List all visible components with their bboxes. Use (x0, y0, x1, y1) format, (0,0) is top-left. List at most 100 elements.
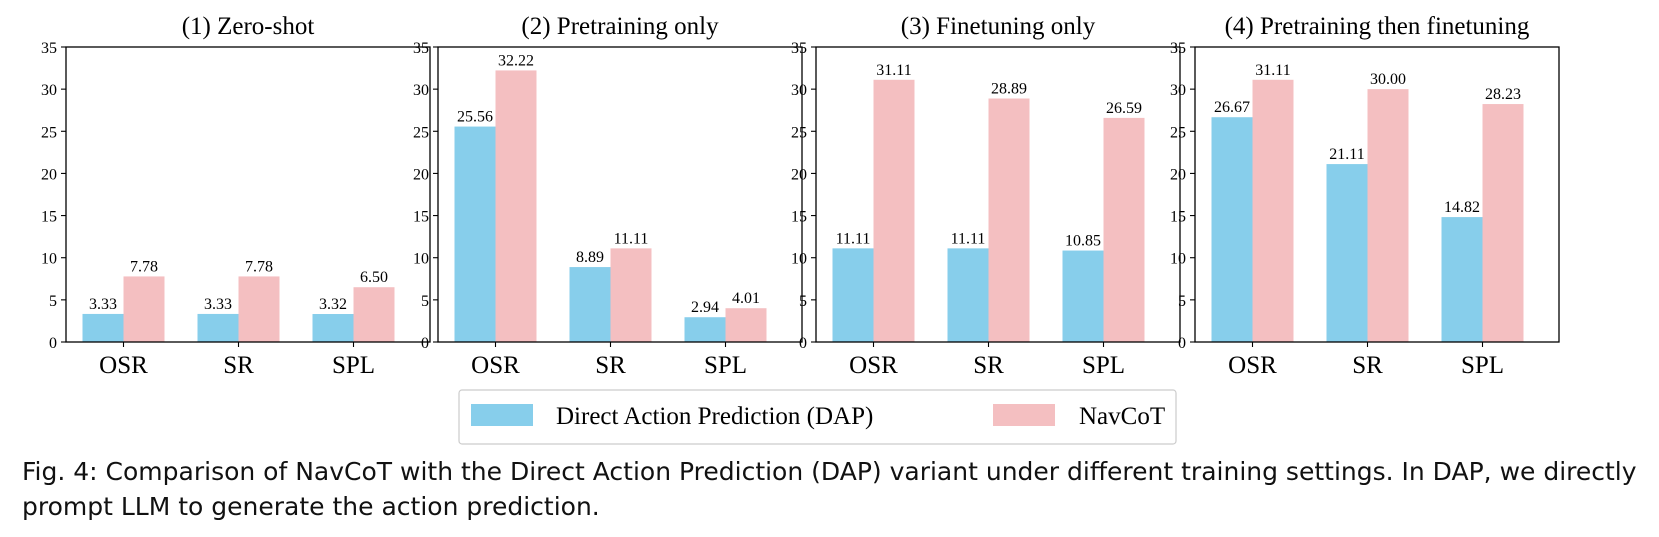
data-label-navcot-spl: 26.59 (1106, 100, 1142, 117)
data-label-navcot-osr: 32.22 (498, 52, 534, 69)
data-label-dap-osr: 25.56 (457, 109, 493, 126)
bar-navcot-sr (610, 248, 652, 342)
x-tick-label-spl: SPL (704, 352, 747, 379)
y-tick-label: 5 (799, 293, 807, 310)
data-label-dap-sr: 11.11 (951, 230, 986, 247)
bar-dap-sr (569, 267, 611, 342)
x-tick-label-sr: SR (973, 352, 1004, 379)
bar-navcot-sr (1367, 89, 1409, 343)
bar-navcot-osr (495, 70, 537, 342)
data-label-dap-sr: 8.89 (576, 249, 604, 266)
data-label-navcot-spl: 6.50 (360, 269, 388, 286)
bar-navcot-osr (873, 79, 915, 342)
data-label-navcot-sr: 11.11 (614, 230, 649, 247)
y-tick-label: 0 (1178, 335, 1186, 352)
bar-dap-sr (197, 313, 239, 342)
x-tick-label-sr: SR (223, 352, 254, 379)
bar-dap-spl (1441, 217, 1483, 342)
y-tick-label: 5 (1178, 293, 1186, 310)
y-tick-label: 30 (1170, 82, 1186, 99)
x-tick-label-osr: OSR (849, 352, 898, 379)
data-label-navcot-sr: 28.89 (991, 80, 1027, 97)
bar-dap-sr (947, 248, 989, 342)
data-label-navcot-sr: 30.00 (1370, 71, 1406, 88)
legend-label-navcot: NavCoT (1079, 403, 1165, 430)
y-tick-label: 0 (421, 335, 429, 352)
plot-frame (1194, 46, 1560, 343)
panel-title-2: (2) Pretraining only (521, 13, 719, 40)
bar-navcot-spl (353, 287, 395, 342)
x-tick-label-spl: SPL (1461, 352, 1504, 379)
y-tick-label: 15 (1170, 209, 1186, 226)
data-label-navcot-osr: 7.78 (130, 258, 158, 275)
y-tick-label: 35 (41, 40, 57, 57)
bar-navcot-spl (1482, 104, 1524, 342)
panel-title-1: (1) Zero-shot (182, 13, 315, 40)
y-tick-label: 35 (1170, 40, 1186, 57)
x-tick-label-osr: OSR (471, 352, 520, 379)
data-label-dap-sr: 21.11 (1329, 146, 1364, 163)
data-label-dap-osr: 11.11 (836, 230, 871, 247)
x-tick-label-sr: SR (1352, 352, 1383, 379)
chart-panel-2: (2) Pretraining only 0 5 10 15 20 25 30 35 25.56 3… (413, 13, 803, 379)
legend: Direct Action Prediction (DAP) NavCoT (458, 389, 1177, 445)
y-tick-label: 20 (413, 166, 429, 183)
bar-dap-spl (312, 314, 354, 342)
bar-dap-spl (1062, 250, 1104, 342)
bar-navcot-osr (123, 276, 165, 342)
plot-frame (437, 46, 803, 343)
legend-frame (458, 389, 1177, 445)
y-tick-label: 20 (1170, 166, 1186, 183)
y-tick-label: 0 (49, 335, 57, 352)
data-label-navcot-spl: 28.23 (1485, 86, 1521, 103)
figure-caption: Fig. 4: Comparison of NavCoT with the Di… (22, 457, 1637, 521)
data-label-dap-spl: 3.32 (319, 296, 347, 313)
y-tick-label: 15 (413, 209, 429, 226)
x-tick-label-spl: SPL (332, 352, 375, 379)
legend-label-dap: Direct Action Prediction (DAP) (556, 403, 873, 430)
x-tick-label-osr: OSR (99, 352, 148, 379)
y-tick-label: 25 (791, 124, 807, 141)
bar-dap-sr (1326, 164, 1368, 342)
data-label-navcot-spl: 4.01 (732, 290, 760, 307)
y-tick-label: 5 (49, 293, 57, 310)
y-tick-label: 15 (791, 209, 807, 226)
y-tick-label: 30 (41, 82, 57, 99)
y-tick-label: 10 (791, 251, 807, 268)
y-tick-label: 35 (791, 40, 807, 57)
y-tick-label: 25 (1170, 124, 1186, 141)
x-tick-label-sr: SR (595, 352, 626, 379)
y-tick-label: 10 (41, 251, 57, 268)
bar-navcot-spl (725, 308, 767, 342)
y-tick-label: 5 (421, 293, 429, 310)
data-label-navcot-osr: 31.11 (1255, 62, 1290, 79)
y-tick-label: 35 (413, 40, 429, 57)
y-tick-label: 30 (413, 82, 429, 99)
x-tick-label-osr: OSR (1228, 352, 1277, 379)
y-tick-label: 10 (1170, 251, 1186, 268)
y-tick-label: 10 (413, 251, 429, 268)
plot-frame (65, 46, 431, 343)
bar-dap-osr (1211, 117, 1253, 343)
chart-panel-3: (3) Finetuning only 0 5 10 15 20 25 30 35 11.11 31… (791, 13, 1181, 379)
panel-title-3: (3) Finetuning only (901, 13, 1096, 40)
data-label-dap-spl: 10.85 (1065, 233, 1101, 250)
bar-dap-osr (82, 313, 124, 342)
data-label-navcot-sr: 7.78 (245, 258, 273, 275)
data-label-dap-osr: 3.33 (89, 296, 117, 313)
data-label-dap-sr: 3.33 (204, 296, 232, 313)
legend-swatch-navcot (993, 404, 1055, 426)
bar-dap-osr (454, 126, 496, 343)
panel-title-4: (4) Pretraining then finetuning (1225, 13, 1530, 40)
data-label-navcot-osr: 31.11 (876, 62, 911, 79)
chart-panel-4: (4) Pretraining then finetuning 0 5 10 15 20 2… (1170, 13, 1560, 379)
chart-panels: (1) Zero-shot 0 5 10 15 20 25 30 35 3.33 7.78 OSR 3.… (41, 13, 1560, 379)
y-tick-label: 20 (41, 166, 57, 183)
y-tick-label: 30 (791, 82, 807, 99)
y-tick-label: 15 (41, 209, 57, 226)
x-tick-label-spl: SPL (1082, 352, 1125, 379)
plot-frame (815, 46, 1181, 343)
bar-navcot-sr (238, 276, 280, 342)
y-tick-label: 20 (791, 166, 807, 183)
